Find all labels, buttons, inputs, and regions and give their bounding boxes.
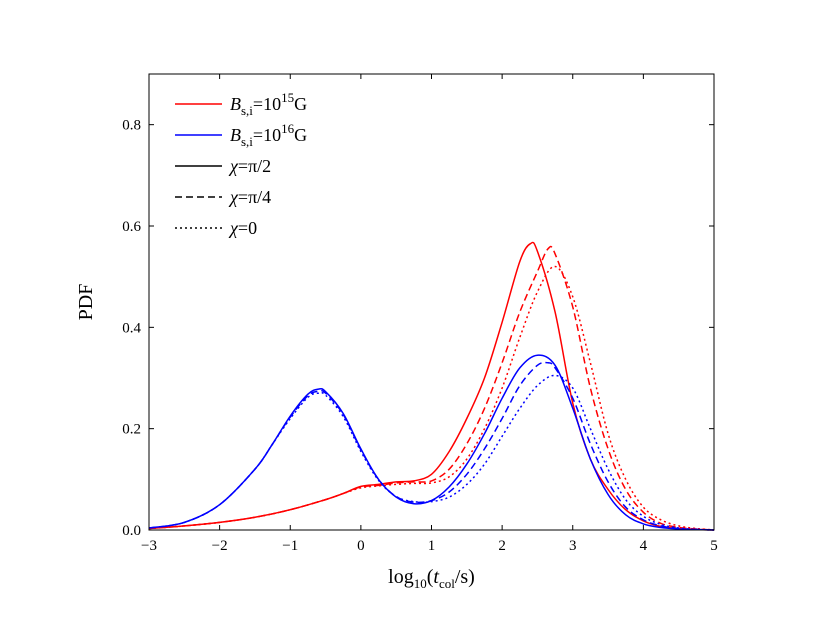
- legend-label: χ=π/2: [228, 156, 271, 176]
- x-axis-label-log: log: [388, 566, 414, 588]
- x-axis-label-sub: col: [439, 576, 455, 591]
- legend: Bs,i=1015G Bs,i=1016G χ=π/2 χ=π/4 χ=0: [175, 90, 307, 238]
- x-tick-label: 4: [640, 538, 648, 554]
- x-axis-label-unit: /s): [455, 566, 475, 588]
- x-tick-label: 5: [710, 538, 718, 554]
- x-axis-label-open: (: [427, 566, 434, 588]
- x-tick-label: −3: [141, 538, 157, 554]
- y-tick-label: 0.4: [122, 320, 141, 336]
- x-tick-label: 3: [569, 538, 577, 554]
- x-tick-label: −1: [282, 538, 298, 554]
- legend-label: χ=0: [228, 218, 257, 238]
- ticks-layer: −3 −2 −1 0 1 2 3 4 5 0.0 0.2 0.4 0.6 0.8: [122, 74, 718, 554]
- x-tick-label: 0: [357, 538, 365, 554]
- x-axis-label-log-base: 10: [414, 576, 427, 591]
- legend-label: χ=π/4: [228, 187, 271, 207]
- series-line-red-dotted: [148, 265, 715, 531]
- y-tick-label: 0.2: [122, 422, 141, 438]
- series-line-blue-dashed: [148, 361, 715, 531]
- x-axis-label: log10(tcol/s): [388, 566, 475, 591]
- y-tick-label: 0.0: [122, 523, 141, 539]
- series-line-blue-dotted: [148, 374, 715, 531]
- x-axis-label-var: t: [433, 566, 439, 588]
- y-tick-label: 0.8: [122, 118, 141, 134]
- series-layer: [148, 241, 715, 531]
- x-tick-label: 1: [428, 538, 436, 554]
- x-tick-label: 2: [498, 538, 506, 554]
- legend-label: Bs,i=1016G: [230, 121, 307, 149]
- series-line-red-solid: [148, 241, 715, 531]
- legend-label: Bs,i=1015G: [230, 90, 307, 118]
- x-tick-label: −2: [212, 538, 228, 554]
- y-tick-label: 0.6: [122, 219, 141, 235]
- y-axis-label: PDF: [75, 284, 97, 321]
